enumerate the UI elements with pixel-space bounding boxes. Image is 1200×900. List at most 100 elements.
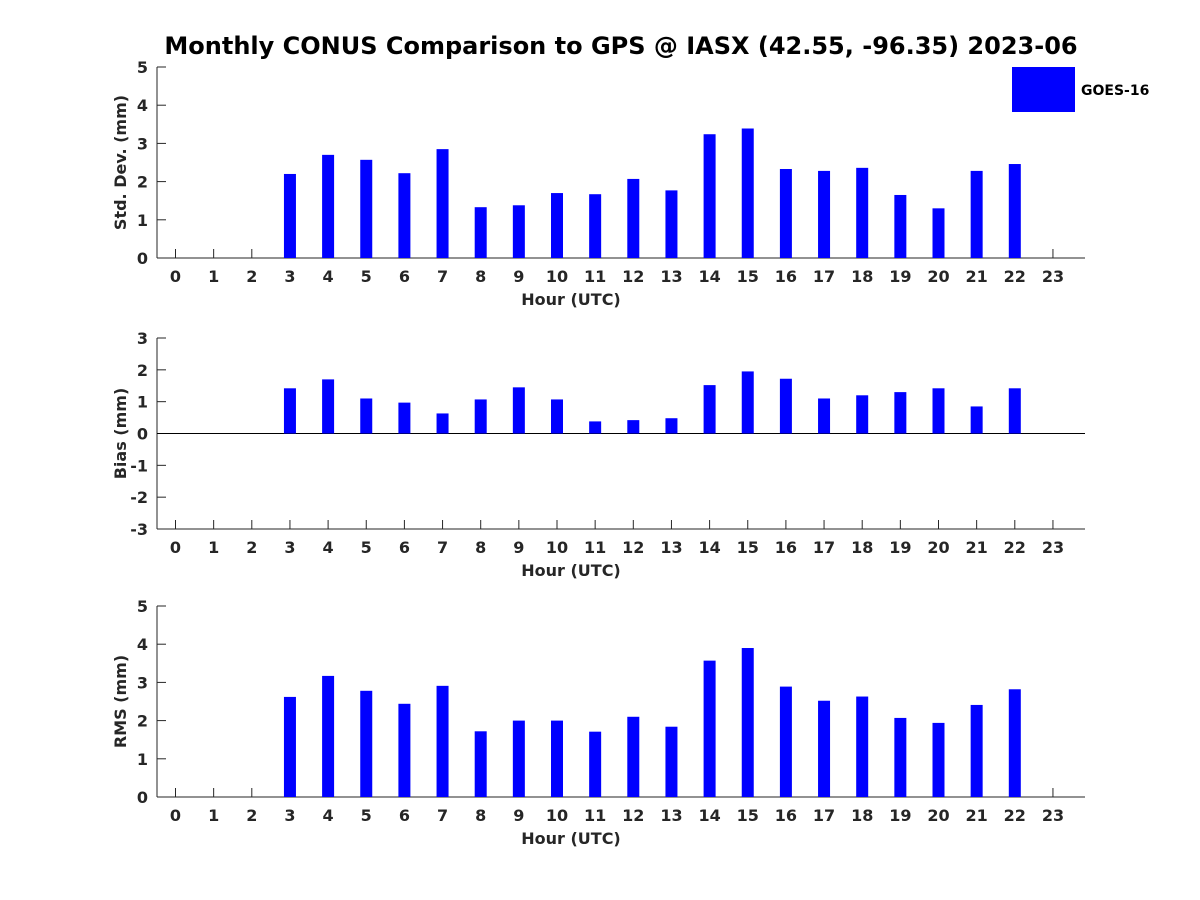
y-tick-label: 5 [137, 597, 148, 616]
x-tick-label: 14 [698, 538, 720, 557]
bar-hour-21 [970, 704, 983, 797]
bar-hour-10 [551, 399, 563, 434]
chart-title: Monthly CONUS Comparison to GPS @ IASX (… [164, 32, 1077, 60]
x-tick-label: 12 [622, 806, 644, 825]
x-tick-label: 10 [546, 538, 568, 557]
x-tick-label: 12 [622, 267, 644, 286]
bar-hour-3 [283, 388, 296, 434]
bar-hour-8 [474, 207, 487, 258]
x-tick-label: 1 [208, 806, 219, 825]
bar-hour-16 [779, 686, 792, 797]
bar-hour-10 [551, 720, 563, 797]
bar-hour-15 [741, 128, 754, 258]
bar-hour-7 [436, 149, 449, 258]
x-tick-label: 5 [361, 267, 372, 286]
bar-hour-16 [779, 168, 792, 258]
bar-hour-22 [1008, 388, 1021, 434]
bar-hour-21 [970, 406, 983, 434]
bar-hour-13 [665, 418, 678, 434]
bar-hour-22 [1008, 689, 1021, 797]
bar-hour-6 [398, 402, 411, 434]
bar-hour-12 [627, 178, 640, 258]
x-tick-label: 7 [437, 538, 448, 557]
y-tick-label: 1 [137, 211, 148, 230]
bar-hour-17 [818, 398, 831, 434]
y-tick-label: 0 [137, 788, 148, 807]
x-tick-label: 19 [889, 538, 911, 557]
bar-hour-8 [474, 399, 487, 434]
bar-hour-9 [512, 387, 525, 434]
y-axis-label: Bias (mm) [111, 388, 130, 480]
x-tick-label: 4 [323, 806, 334, 825]
x-tick-label: 16 [775, 806, 797, 825]
y-tick-label: 2 [137, 173, 148, 192]
bar-hour-15 [741, 371, 754, 434]
bar-hour-16 [779, 378, 792, 434]
x-tick-label: 10 [546, 806, 568, 825]
x-tick-label: 18 [851, 538, 873, 557]
bar-hour-19 [894, 392, 907, 434]
y-tick-label: 3 [137, 329, 148, 348]
y-axis-label: RMS (mm) [111, 655, 130, 748]
legend-label: GOES-16 [1081, 83, 1149, 99]
x-tick-label: 11 [584, 538, 606, 557]
x-tick-label: 1 [208, 538, 219, 557]
bar-hour-22 [1008, 164, 1021, 258]
y-tick-label: 1 [137, 750, 148, 769]
x-tick-label: 9 [513, 538, 524, 557]
x-tick-label: 13 [660, 267, 682, 286]
x-tick-label: 17 [813, 267, 835, 286]
x-tick-label: 12 [622, 538, 644, 557]
bar-hour-4 [322, 675, 335, 797]
x-tick-label: 3 [284, 806, 295, 825]
bar-hour-20 [932, 388, 945, 434]
x-tick-label: 6 [399, 267, 410, 286]
bar-hour-18 [856, 167, 869, 258]
bar-hour-4 [322, 379, 335, 434]
bar-hour-11 [589, 731, 602, 797]
x-tick-label: 8 [475, 267, 486, 286]
y-tick-label: 4 [137, 96, 148, 115]
x-tick-label: 16 [775, 267, 797, 286]
bar-hour-11 [589, 194, 602, 258]
bar-hour-5 [360, 690, 373, 797]
bar-hour-5 [360, 159, 373, 258]
x-tick-label: 15 [737, 267, 759, 286]
x-axis-label: Hour (UTC) [521, 561, 621, 580]
legend-swatch [1012, 67, 1075, 112]
bar-hour-8 [474, 731, 487, 797]
x-tick-label: 20 [927, 267, 949, 286]
x-tick-label: 2 [246, 267, 257, 286]
x-tick-label: 2 [246, 806, 257, 825]
y-tick-label: 0 [137, 425, 148, 444]
x-tick-label: 19 [889, 267, 911, 286]
y-tick-label: -2 [130, 488, 148, 507]
bar-hour-4 [322, 154, 335, 258]
bar-hour-14 [703, 134, 716, 258]
x-tick-label: 19 [889, 806, 911, 825]
x-tick-label: 8 [475, 806, 486, 825]
bar-hour-12 [627, 420, 640, 434]
x-tick-label: 8 [475, 538, 486, 557]
bar-hour-18 [856, 696, 869, 797]
x-tick-label: 21 [966, 538, 988, 557]
x-tick-label: 4 [323, 267, 334, 286]
y-axis-label: Std. Dev. (mm) [111, 95, 130, 230]
bar-hour-21 [970, 170, 983, 258]
bar-hour-9 [512, 205, 525, 258]
bar-hour-18 [856, 395, 869, 434]
x-tick-label: 13 [660, 806, 682, 825]
x-tick-label: 9 [513, 267, 524, 286]
x-tick-label: 1 [208, 267, 219, 286]
y-tick-label: -3 [130, 520, 148, 539]
bar-hour-7 [436, 685, 449, 797]
y-tick-label: 3 [137, 134, 148, 153]
bar-hour-19 [894, 194, 907, 258]
bar-hour-12 [627, 716, 640, 797]
x-tick-label: 15 [737, 538, 759, 557]
bar-hour-14 [703, 660, 716, 797]
x-tick-label: 11 [584, 267, 606, 286]
y-tick-label: 2 [137, 361, 148, 380]
